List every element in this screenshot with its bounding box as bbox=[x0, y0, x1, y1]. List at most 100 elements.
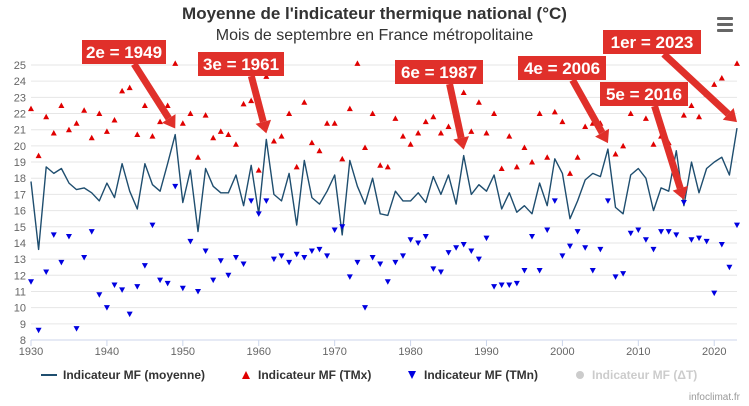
tmx-point bbox=[232, 141, 239, 147]
y-tick-label: 8 bbox=[20, 335, 26, 347]
y-tick-label: 16 bbox=[14, 206, 26, 218]
tmx-point bbox=[362, 144, 369, 150]
tmx-point bbox=[696, 113, 703, 120]
tmx-point bbox=[521, 144, 528, 150]
tmx-point bbox=[688, 102, 695, 108]
tmx-point bbox=[734, 60, 740, 66]
tmx-point bbox=[324, 120, 331, 126]
tmx-point bbox=[195, 154, 202, 160]
x-tick-label: 1950 bbox=[171, 346, 195, 358]
callout-arrowhead bbox=[672, 185, 688, 200]
tmn-point bbox=[559, 253, 566, 259]
tmx-point bbox=[627, 110, 634, 117]
tmx-point bbox=[308, 139, 315, 146]
x-tick-label: 1960 bbox=[246, 346, 270, 358]
callout-label: 2e = 1949 bbox=[86, 43, 162, 62]
tmn-point bbox=[604, 198, 611, 204]
tmn-point bbox=[172, 183, 179, 190]
y-axis-ticks: 8 9 10 11 12 13 14 15 16 17 18 19 20 21 22 23 24 25 bbox=[14, 60, 26, 347]
tmn-point bbox=[134, 284, 141, 290]
tmn-point bbox=[126, 311, 133, 318]
chart-title: Moyenne de l'indicateur thermique nation… bbox=[182, 4, 567, 23]
x-tick-label: 2020 bbox=[702, 346, 726, 358]
x-tick-label: 1970 bbox=[322, 346, 346, 358]
series-tmx bbox=[28, 60, 740, 176]
tmn-point bbox=[210, 277, 217, 284]
tmx-point bbox=[642, 115, 649, 121]
tmn-point bbox=[551, 198, 558, 204]
tmn-point bbox=[597, 246, 604, 253]
tmx-point bbox=[28, 105, 34, 112]
legend-item-tmn[interactable]: Indicateur MF (TMn) bbox=[406, 366, 538, 384]
callout-arrow bbox=[247, 75, 267, 123]
tmn-point bbox=[688, 237, 695, 243]
tmn-point bbox=[392, 259, 399, 266]
callout-arrow bbox=[131, 62, 172, 121]
tmn-point bbox=[369, 255, 376, 261]
tmx-point bbox=[187, 110, 194, 117]
tmx-point bbox=[460, 89, 467, 95]
mean-line bbox=[30, 127, 738, 251]
tmx-point bbox=[65, 126, 72, 133]
callout-box bbox=[603, 30, 701, 54]
tmn-point bbox=[232, 255, 239, 261]
tmn-point bbox=[696, 235, 703, 242]
legend-item-tmx[interactable]: Indicateur MF (TMx) bbox=[240, 366, 371, 384]
tmn-point bbox=[407, 237, 414, 243]
y-tick-label: 24 bbox=[14, 76, 26, 88]
x-tick-label: 2010 bbox=[626, 346, 650, 358]
tmn-point bbox=[43, 269, 50, 276]
tmn-point bbox=[627, 230, 634, 237]
callout-label: 3e = 1961 bbox=[203, 55, 279, 74]
record-callouts: 2e = 1949 3e = 1961 6e = 1987 4e = 2006 5e =… bbox=[82, 30, 737, 200]
callout-box bbox=[518, 56, 606, 80]
callout-box bbox=[198, 52, 284, 76]
tmn-point bbox=[384, 279, 391, 285]
tmx-point bbox=[354, 60, 361, 66]
tmx-point bbox=[172, 60, 179, 66]
tmx-point bbox=[468, 128, 475, 134]
tmx-point bbox=[551, 108, 558, 115]
tmx-point bbox=[149, 133, 156, 139]
tmx-point bbox=[566, 170, 573, 176]
tmn-point bbox=[453, 245, 460, 251]
tmn-point bbox=[711, 290, 718, 297]
x-axis-ticks: 1930 1940 1950 1960 1970 1980 1990 2000 2010 2020 bbox=[19, 340, 726, 358]
tmx-point bbox=[35, 152, 42, 159]
tmn-point bbox=[308, 248, 315, 255]
legend-item-delta-t[interactable]: Indicateur MF (ΔT) bbox=[574, 366, 697, 384]
tmx-point bbox=[248, 97, 255, 104]
callout-arrow bbox=[661, 51, 731, 117]
y-tick-label: 11 bbox=[15, 286, 26, 298]
tmx-point bbox=[377, 162, 384, 168]
callout-label: 6e = 1987 bbox=[401, 63, 477, 82]
credit-label[interactable]: infoclimat.fr bbox=[688, 392, 740, 403]
series-tmn bbox=[28, 183, 740, 334]
tmn-point bbox=[255, 211, 262, 217]
y-tick-label: 15 bbox=[14, 222, 26, 234]
callout-arrowhead bbox=[722, 108, 737, 123]
hamburger-menu-icon[interactable] bbox=[715, 16, 735, 32]
tmn-point bbox=[149, 222, 156, 229]
tmx-point bbox=[157, 118, 164, 125]
tmn-point bbox=[119, 287, 126, 293]
tmn-point bbox=[202, 248, 209, 255]
tmn-point bbox=[278, 253, 285, 259]
tmn-point bbox=[703, 238, 710, 245]
tmx-point bbox=[240, 100, 247, 107]
tmx-point bbox=[415, 129, 422, 136]
tmn-point bbox=[286, 259, 293, 266]
tmn-point bbox=[301, 255, 308, 261]
tmn-point bbox=[217, 258, 224, 264]
tmn-point bbox=[362, 305, 369, 311]
tmx-point bbox=[513, 163, 520, 170]
tmx-point bbox=[278, 133, 285, 139]
tmx-point bbox=[392, 115, 399, 121]
tmx-point bbox=[620, 142, 627, 149]
triangle-up-icon bbox=[242, 371, 250, 379]
tmn-point bbox=[589, 267, 596, 274]
legend-label: Indicateur MF (ΔT) bbox=[592, 368, 698, 382]
legend-item-moyenne[interactable]: Indicateur MF (moyenne) bbox=[40, 366, 205, 384]
tmx-point bbox=[544, 154, 551, 160]
tmx-point bbox=[718, 74, 725, 81]
